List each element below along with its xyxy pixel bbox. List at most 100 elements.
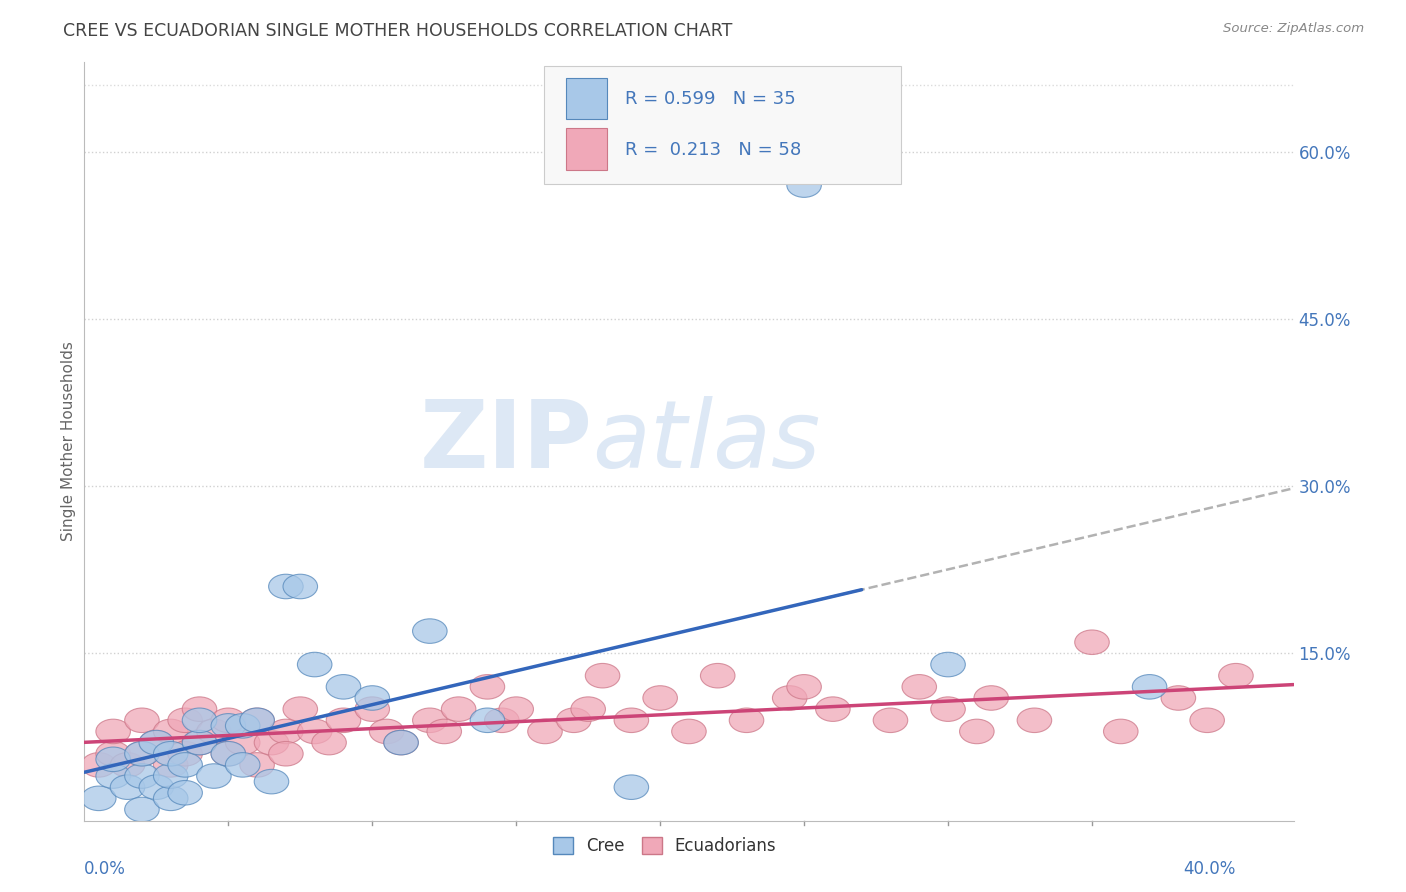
Ellipse shape bbox=[730, 708, 763, 732]
Ellipse shape bbox=[139, 775, 173, 799]
Ellipse shape bbox=[700, 664, 735, 688]
Ellipse shape bbox=[211, 708, 246, 732]
Ellipse shape bbox=[354, 686, 389, 710]
Ellipse shape bbox=[974, 686, 1008, 710]
Ellipse shape bbox=[197, 719, 231, 744]
Ellipse shape bbox=[153, 719, 188, 744]
Ellipse shape bbox=[412, 619, 447, 643]
Ellipse shape bbox=[211, 741, 246, 766]
Ellipse shape bbox=[1132, 674, 1167, 699]
Ellipse shape bbox=[153, 764, 188, 789]
Ellipse shape bbox=[125, 764, 159, 789]
Ellipse shape bbox=[931, 652, 966, 677]
FancyBboxPatch shape bbox=[565, 128, 607, 170]
Ellipse shape bbox=[96, 747, 131, 772]
Ellipse shape bbox=[240, 753, 274, 777]
Ellipse shape bbox=[412, 708, 447, 732]
Ellipse shape bbox=[470, 708, 505, 732]
Ellipse shape bbox=[571, 697, 606, 722]
Text: Source: ZipAtlas.com: Source: ZipAtlas.com bbox=[1223, 22, 1364, 36]
Text: 40.0%: 40.0% bbox=[1184, 860, 1236, 878]
Ellipse shape bbox=[211, 741, 246, 766]
Ellipse shape bbox=[787, 173, 821, 197]
Text: R =  0.213   N = 58: R = 0.213 N = 58 bbox=[624, 141, 801, 159]
Text: ZIP: ZIP bbox=[419, 395, 592, 488]
Ellipse shape bbox=[873, 708, 908, 732]
Ellipse shape bbox=[197, 764, 231, 789]
Ellipse shape bbox=[557, 708, 591, 732]
Ellipse shape bbox=[254, 731, 288, 755]
Ellipse shape bbox=[139, 731, 173, 755]
Ellipse shape bbox=[96, 741, 131, 766]
Ellipse shape bbox=[225, 714, 260, 739]
Ellipse shape bbox=[183, 697, 217, 722]
Ellipse shape bbox=[1219, 664, 1253, 688]
Text: atlas: atlas bbox=[592, 396, 821, 487]
Ellipse shape bbox=[96, 764, 131, 789]
Ellipse shape bbox=[903, 674, 936, 699]
Ellipse shape bbox=[427, 719, 461, 744]
Ellipse shape bbox=[1017, 708, 1052, 732]
Ellipse shape bbox=[354, 697, 389, 722]
Text: R = 0.599   N = 35: R = 0.599 N = 35 bbox=[624, 90, 796, 108]
Ellipse shape bbox=[167, 753, 202, 777]
Ellipse shape bbox=[441, 697, 475, 722]
Ellipse shape bbox=[211, 714, 246, 739]
FancyBboxPatch shape bbox=[565, 78, 607, 120]
Ellipse shape bbox=[326, 674, 361, 699]
Ellipse shape bbox=[1074, 630, 1109, 655]
Ellipse shape bbox=[470, 674, 505, 699]
Ellipse shape bbox=[931, 697, 966, 722]
Ellipse shape bbox=[240, 708, 274, 732]
Ellipse shape bbox=[585, 664, 620, 688]
Ellipse shape bbox=[167, 741, 202, 766]
Ellipse shape bbox=[110, 753, 145, 777]
Ellipse shape bbox=[1104, 719, 1137, 744]
Ellipse shape bbox=[225, 753, 260, 777]
Ellipse shape bbox=[370, 719, 404, 744]
Ellipse shape bbox=[240, 708, 274, 732]
Ellipse shape bbox=[225, 731, 260, 755]
Ellipse shape bbox=[167, 780, 202, 805]
Ellipse shape bbox=[672, 719, 706, 744]
Ellipse shape bbox=[1189, 708, 1225, 732]
Text: CREE VS ECUADORIAN SINGLE MOTHER HOUSEHOLDS CORRELATION CHART: CREE VS ECUADORIAN SINGLE MOTHER HOUSEHO… bbox=[63, 22, 733, 40]
Legend: Cree, Ecuadorians: Cree, Ecuadorians bbox=[547, 830, 783, 862]
Ellipse shape bbox=[269, 574, 304, 599]
Ellipse shape bbox=[183, 731, 217, 755]
Ellipse shape bbox=[614, 775, 648, 799]
Y-axis label: Single Mother Households: Single Mother Households bbox=[60, 342, 76, 541]
Ellipse shape bbox=[298, 652, 332, 677]
Ellipse shape bbox=[283, 574, 318, 599]
Ellipse shape bbox=[485, 708, 519, 732]
Ellipse shape bbox=[125, 741, 159, 766]
Ellipse shape bbox=[82, 786, 117, 811]
Ellipse shape bbox=[269, 741, 304, 766]
Ellipse shape bbox=[139, 731, 173, 755]
Ellipse shape bbox=[283, 697, 318, 722]
Ellipse shape bbox=[153, 786, 188, 811]
FancyBboxPatch shape bbox=[544, 66, 901, 184]
Ellipse shape bbox=[96, 719, 131, 744]
Ellipse shape bbox=[153, 753, 188, 777]
Ellipse shape bbox=[772, 686, 807, 710]
Ellipse shape bbox=[1161, 686, 1195, 710]
Ellipse shape bbox=[254, 769, 288, 794]
Ellipse shape bbox=[643, 686, 678, 710]
Ellipse shape bbox=[125, 741, 159, 766]
Ellipse shape bbox=[183, 731, 217, 755]
Ellipse shape bbox=[110, 775, 145, 799]
Ellipse shape bbox=[269, 719, 304, 744]
Ellipse shape bbox=[82, 753, 117, 777]
Ellipse shape bbox=[326, 708, 361, 732]
Ellipse shape bbox=[787, 674, 821, 699]
Ellipse shape bbox=[312, 731, 346, 755]
Ellipse shape bbox=[167, 708, 202, 732]
Ellipse shape bbox=[527, 719, 562, 744]
Ellipse shape bbox=[125, 797, 159, 822]
Ellipse shape bbox=[959, 719, 994, 744]
Ellipse shape bbox=[125, 708, 159, 732]
Ellipse shape bbox=[384, 731, 419, 755]
Ellipse shape bbox=[298, 719, 332, 744]
Text: 0.0%: 0.0% bbox=[84, 860, 127, 878]
